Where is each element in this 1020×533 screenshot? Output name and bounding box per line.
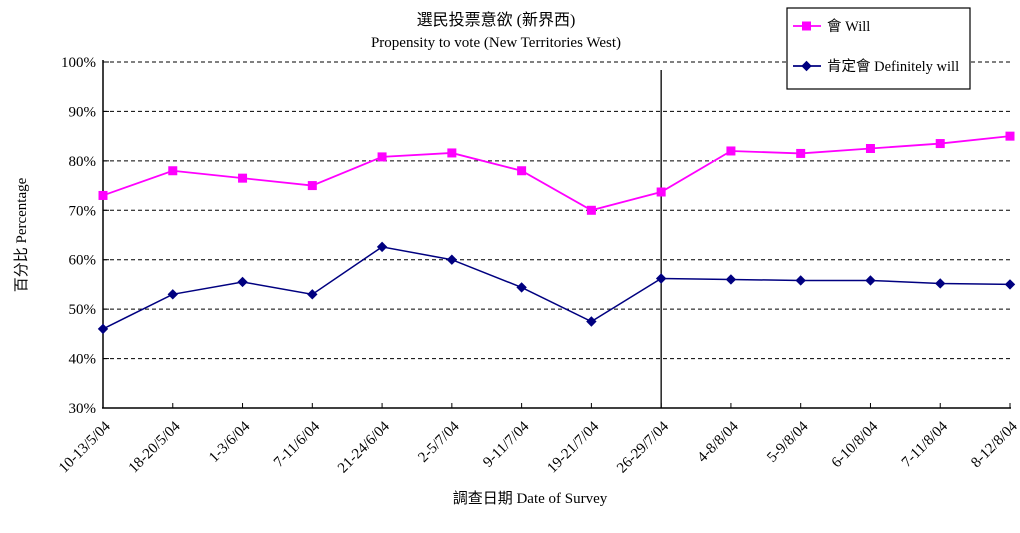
x-tick-label: 7-11/8/04 [899,418,952,471]
y-tick-label: 30% [69,401,97,417]
x-tick-label: 2-5/7/04 [415,418,463,466]
y-tick-label: 70% [69,203,97,219]
axes [102,60,1011,409]
series-definitely-will [97,241,1016,335]
y-axis-tick-labels: 30% 40% 50% 60% 70% 80% 90% 100% [61,55,96,417]
data-point-definitely-will [97,323,109,335]
data-point-will [1005,131,1015,141]
legend-box [786,7,971,90]
chart-subtitle: Propensity to vote (New Territories West… [371,35,621,51]
series-line-will [102,135,1011,212]
legend-marker-will-square-icon [802,21,811,31]
data-point-definitely-will [237,276,248,288]
data-point-will [447,148,457,158]
data-point-definitely-will [586,316,597,327]
data-point-definitely-will [446,254,458,265]
data-point-definitely-will [725,274,737,285]
series-will [98,131,1015,215]
data-point-will [168,166,178,176]
y-tick-label: 60% [69,253,97,269]
x-tick-label: 19-21/7/04 [544,418,602,476]
data-point-will [377,152,387,162]
data-point-definitely-will [655,273,667,284]
data-point-definitely-will [167,289,178,300]
y-tick-label: 80% [69,154,97,170]
x-axis-title: 調查日期 Date of Survey [453,490,608,507]
data-point-will [307,181,317,191]
data-point-will [98,190,108,200]
data-point-will [656,187,666,197]
series-line-definitely-will [102,246,1011,330]
data-point-will [726,146,736,156]
x-axis-tick-labels: 10-13/5/04 18-20/5/04 1-3/6/04 7-11/6/04 21-… [56,418,1020,476]
data-point-definitely-will [307,289,318,300]
data-point-will [586,205,596,215]
x-tick-label: 18-20/5/04 [126,418,184,476]
data-point-definitely-will [935,278,946,289]
x-tick-label: 4-8/8/04 [694,418,742,466]
data-point-will [935,139,945,149]
data-point-definitely-will [865,275,876,286]
gridlines [103,61,1010,360]
chart-title: 選民投票意欲 (新界西) [417,10,576,29]
data-point-definitely-will [516,282,527,293]
x-tick-label: 6-10/8/04 [829,418,882,471]
x-tick-label: 21-24/6/04 [335,418,393,476]
x-tick-label: 5-9/8/04 [764,418,812,466]
x-tick-label: 26-29/7/04 [614,418,672,476]
x-tick-label: 1-3/6/04 [206,418,254,466]
legend-marker-definitely-will-diamond-icon [801,60,812,72]
x-tick-label: 7-11/6/04 [271,418,324,471]
legend-label-will: 會 Will [827,18,870,35]
y-tick-label: 50% [69,302,97,318]
x-tick-label: 8-12/8/04 [968,418,1020,471]
x-tick-label: 9-11/7/04 [480,418,533,471]
y-axis-title: 百分比 Percentage [13,177,30,292]
y-tick-label: 40% [69,352,97,368]
data-point-definitely-will [1004,279,1016,290]
legend: 會 Will 肯定會 Definitely will [786,7,971,90]
series-layer [97,131,1016,335]
data-point-definitely-will [795,275,806,286]
data-point-will [865,144,875,153]
data-point-will [238,173,248,183]
x-tick-label: 10-13/5/04 [56,418,114,476]
data-point-definitely-will [376,241,388,253]
data-point-will [796,148,806,158]
legend-label-definitely-will: 肯定會 Definitely will [827,58,959,75]
y-tick-label: 100% [61,55,96,71]
data-point-will [517,166,527,176]
y-tick-label: 90% [69,104,97,120]
